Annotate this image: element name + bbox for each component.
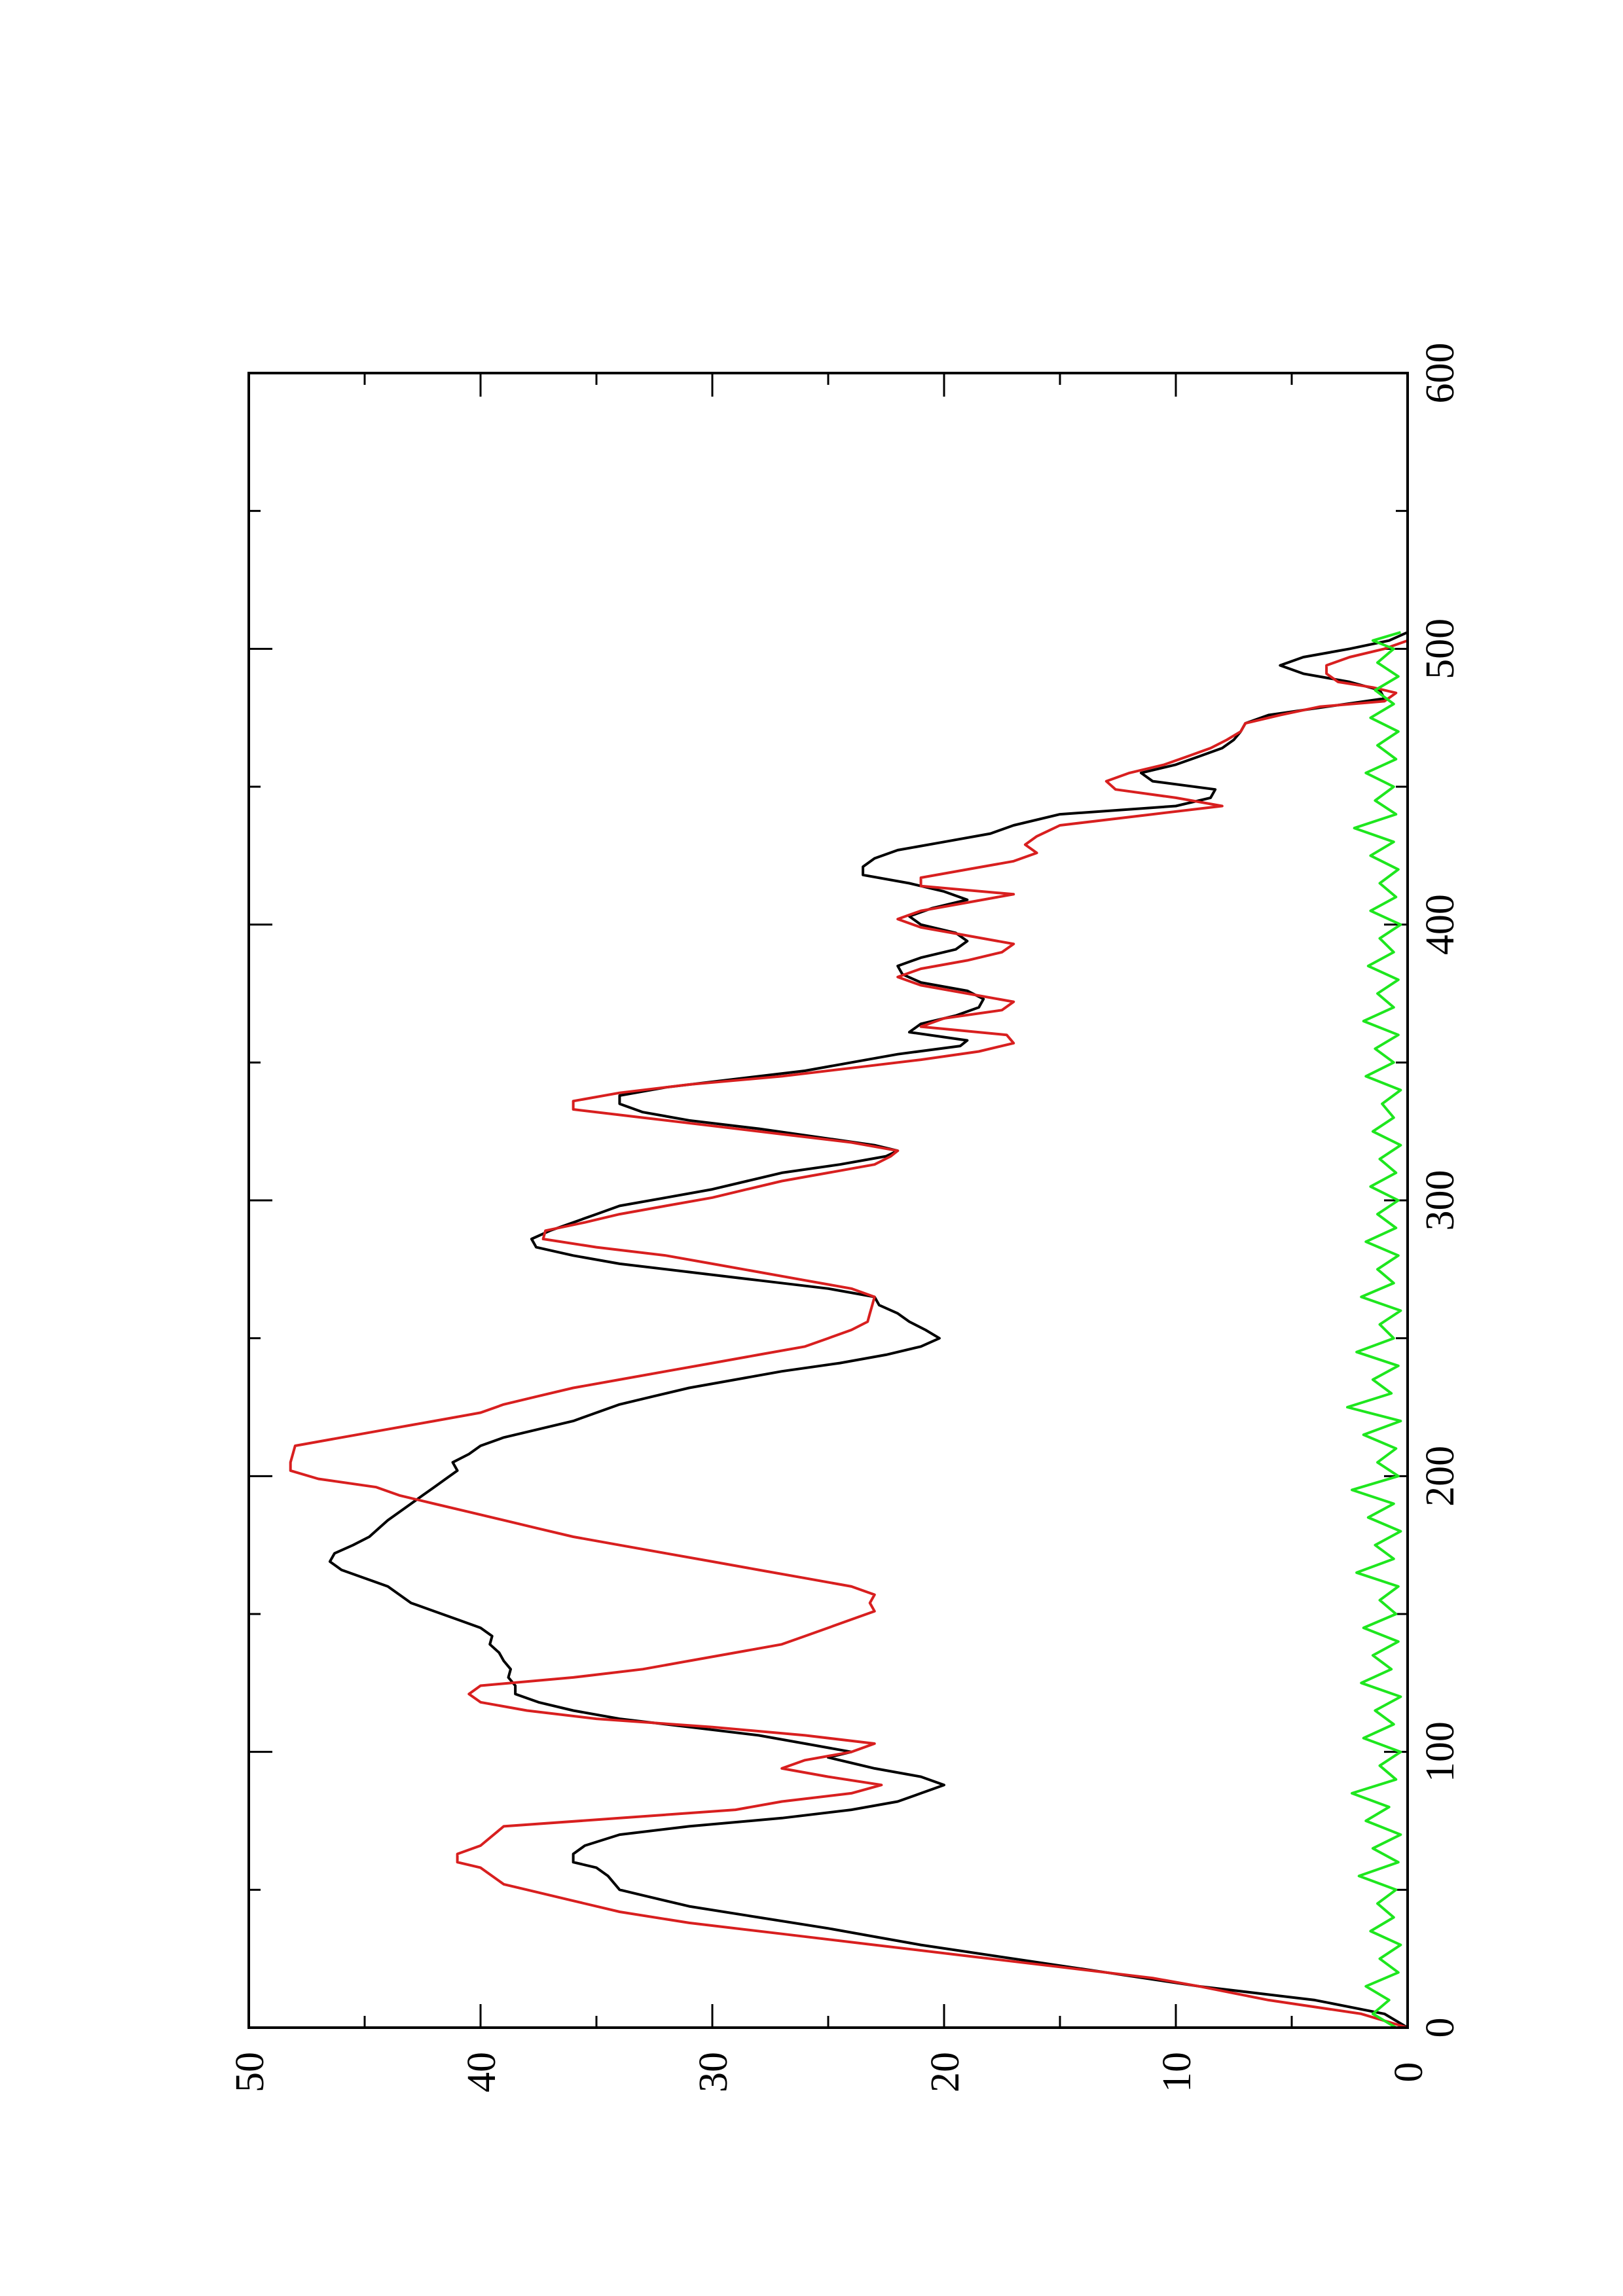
plot-frame bbox=[247, 372, 1409, 2029]
y-axis-tick-labels: 0 10 20 30 40 50 bbox=[228, 2052, 1431, 2092]
x-axis-tick-labels: 0 100 200 300 400 500 600 bbox=[1418, 343, 1463, 2038]
x-tick-label: 0 bbox=[1418, 2018, 1463, 2038]
x-tick-label: 400 bbox=[1418, 894, 1463, 955]
y-tick-label: 20 bbox=[923, 2052, 968, 2092]
y-tick-label: 50 bbox=[228, 2052, 272, 2092]
series-black-line bbox=[328, 631, 1409, 2029]
y-tick-label: 30 bbox=[691, 2052, 736, 2092]
series-red-line bbox=[289, 639, 1408, 2029]
x-axis-ticks bbox=[249, 372, 1408, 2029]
x-tick-label: 300 bbox=[1418, 1170, 1463, 1231]
series-green-line bbox=[1346, 631, 1402, 2029]
x-tick-label: 100 bbox=[1418, 1721, 1463, 1782]
y-tick-label: 40 bbox=[460, 2052, 504, 2092]
y-axis-ticks bbox=[247, 373, 1409, 2028]
y-tick-label: 10 bbox=[1155, 2052, 1199, 2092]
x-tick-label: 200 bbox=[1418, 1446, 1463, 1507]
x-tick-label: 600 bbox=[1418, 343, 1463, 404]
series-layer bbox=[289, 631, 1409, 2029]
y-tick-label: 0 bbox=[1387, 2062, 1431, 2083]
x-tick-label: 500 bbox=[1418, 619, 1463, 679]
